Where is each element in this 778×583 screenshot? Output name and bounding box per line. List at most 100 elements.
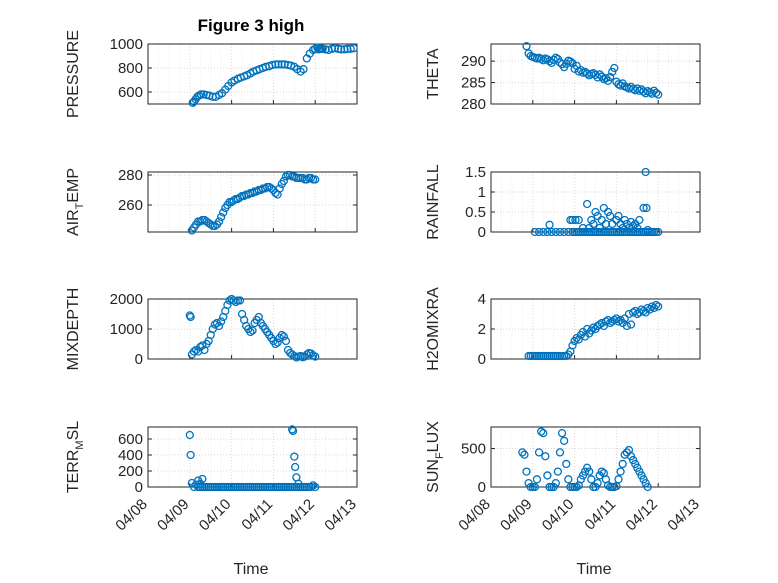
subplot-1: 600 800 1000 PRESSURE [65,30,358,118]
y-tick-label: 0 [478,351,486,368]
y-axis-label-subscript: M [74,440,86,449]
y-tick-label: 290 [461,53,486,70]
data-point [618,459,627,469]
y-axis-label-subscript: F [434,452,446,459]
data-point [564,227,573,237]
data-point [651,300,661,310]
y-tick-label: 1000 [110,321,143,338]
y-tick-label: 4 [478,291,486,308]
data-point [641,89,650,98]
data-point [290,462,300,472]
data-point [229,296,238,305]
data-point [654,227,663,237]
data-point [196,90,206,99]
y-tick-label: 260 [118,197,143,214]
axes-box [147,43,358,105]
y-tick-label: 1000 [110,36,143,53]
data-point [610,63,619,73]
data-point [206,220,215,229]
y-tick-label: 0 [135,479,143,496]
data-point [189,347,199,356]
data-point [271,188,280,198]
data-point [620,314,629,323]
data-point [534,448,544,457]
y-tick-label: 2 [478,321,486,338]
y-tick-label: 1 [478,184,486,201]
y-tick-label: 500 [461,441,486,458]
data-point [186,450,195,460]
data-point [651,88,661,98]
data-point [589,219,598,229]
data-point [267,60,277,70]
data-point [306,173,316,183]
data-point [311,175,320,184]
data-point [302,175,311,184]
data-point [571,215,580,225]
x-axis-label-left: Time [234,561,269,578]
y-axis-label: RAINFALL [425,164,442,240]
data-point [260,184,270,193]
data-point [562,459,571,469]
data-point [539,429,548,438]
data-point [210,221,220,231]
data-point [572,61,581,71]
data-point [530,482,540,492]
data-point [198,474,207,484]
data-point [601,317,611,326]
data-point [574,215,583,225]
data-point [576,65,586,75]
data-point [587,475,596,484]
data-point [601,219,611,229]
figure-title: Figure 3 high [198,16,305,35]
data-point [566,57,575,66]
data-point [635,215,644,225]
data-point [214,217,224,226]
data-point [518,448,527,457]
data-point [311,482,320,492]
data-point [633,223,642,233]
axes-box [490,426,701,488]
data-point [628,221,638,231]
data-point [235,296,245,305]
data-point [641,167,650,177]
data-point [568,59,577,68]
data-point [543,227,552,237]
data-point [593,479,602,488]
data-point [299,65,308,74]
data-point [537,427,546,436]
axes-box [490,171,701,233]
data-point [626,320,636,329]
y-axis-label-part: SL [65,421,82,441]
data-point [216,317,226,326]
data-point [219,208,228,217]
y-tick-label: 800 [118,60,143,77]
data-point [631,86,640,95]
data-point [248,326,257,335]
data-point [587,215,596,225]
data-point [281,336,291,346]
data-point [639,87,648,96]
data-point [223,300,232,310]
y-axis-label-part: AIR [65,209,82,236]
y-tick-label: 200 [118,463,143,480]
data-point [522,467,531,476]
data-point [539,56,548,65]
data-point [534,227,544,237]
data-point [560,227,569,237]
data-point [560,436,569,445]
data-point [275,184,284,193]
data-point [582,69,592,78]
data-point [614,475,623,484]
data-point [595,70,604,79]
y-tick-label: 400 [118,447,143,464]
data-point [336,45,346,54]
data-point [306,482,316,492]
data-point [186,312,195,322]
data-point [281,172,291,181]
y-tick-label: 0.5 [465,204,486,221]
y-axis-label-part: SUN [425,459,442,493]
data-point [564,475,573,484]
data-point [639,203,648,213]
